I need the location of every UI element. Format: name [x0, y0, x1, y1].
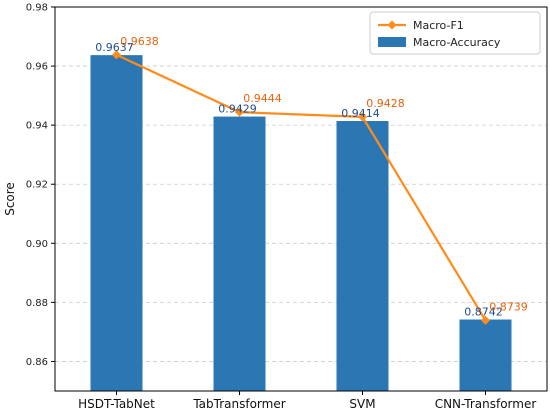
y-tick-label: 0.96 — [26, 62, 48, 73]
f1-marker — [358, 112, 367, 122]
bar-value-label: 0.8742 — [464, 306, 503, 319]
legend-box — [369, 11, 541, 55]
f1-marker — [235, 107, 244, 117]
x-tick-label: HSDT-TabNet — [78, 397, 155, 411]
bar-svm — [336, 121, 389, 391]
f1-value-label: 0.9428 — [366, 97, 405, 110]
y-axis-title: Score — [3, 182, 17, 216]
f1-marker — [481, 315, 490, 325]
f1-polyline — [116, 53, 487, 321]
legend-bar-swatch — [378, 37, 406, 47]
bar-hsdt-tabnet — [90, 55, 143, 391]
f1-line — [112, 50, 490, 325]
legend: Macro-F1 Macro-Accuracy — [369, 11, 541, 55]
legend-marker-swatch — [387, 20, 397, 30]
bar-value-label: 0.9637 — [95, 41, 134, 54]
bar-value-label: 0.9429 — [218, 103, 257, 116]
legend-label-f1: Macro-F1 — [413, 19, 464, 32]
legend-label-accuracy: Macro-Accuracy — [413, 36, 501, 49]
x-tick-label: CNN-Transformer — [435, 397, 537, 411]
y-tick-label: 0.98 — [26, 3, 48, 14]
y-tick-label: 0.92 — [26, 180, 48, 191]
f1-value-label: 0.9638 — [120, 35, 159, 48]
y-tick-label: 0.94 — [26, 121, 48, 132]
y-tick-label: 0.86 — [26, 357, 48, 368]
x-axis: HSDT-TabNet TabTransformer SVM CNN-Transfor… — [78, 391, 536, 411]
f1-value-label: 0.8739 — [489, 300, 528, 313]
bar-cnn-transformer — [459, 319, 512, 391]
f1-marker — [112, 50, 121, 60]
x-tick-label: TabTransformer — [192, 397, 285, 411]
y-tick-label: 0.90 — [26, 239, 48, 250]
plot-frame — [54, 6, 548, 392]
y-tick-label: 0.88 — [26, 298, 48, 309]
y-axis: 0.86 0.88 0.90 0.92 0.94 0.96 0.98 — [26, 3, 55, 368]
bar-tabtransformer — [213, 116, 266, 391]
bars — [90, 55, 512, 391]
f1-value-label: 0.9444 — [243, 92, 282, 105]
bar-value-label: 0.9414 — [341, 107, 380, 120]
x-tick-label: SVM — [349, 397, 375, 411]
value-labels: 0.9637 0.9429 0.9414 0.8742 0.9638 0.9444 0.94… — [95, 35, 528, 319]
